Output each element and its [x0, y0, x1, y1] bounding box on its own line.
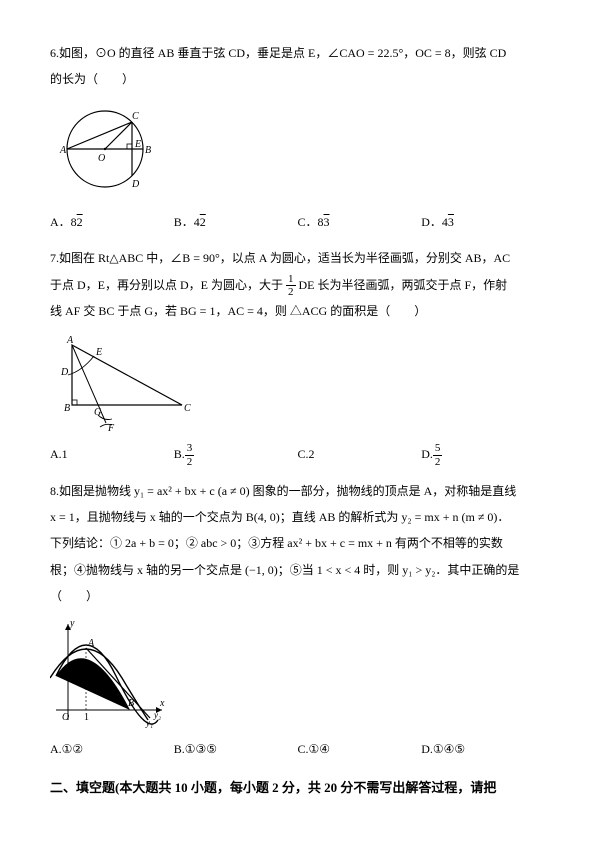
q8-line1: 8.如图是抛物线 y₁ = ax² + bx + c (a ≠ 0) 图象的一部…	[50, 478, 545, 504]
label-y2: y₂	[153, 710, 161, 720]
q8-svg: O y x 1 A B y₁ y₂	[50, 618, 170, 728]
q7-optC: C.2	[298, 441, 422, 468]
label-O: O	[62, 712, 69, 723]
label-A: A	[59, 145, 67, 156]
q7-options: A.1 B.32 C.2 D.52	[50, 441, 545, 468]
q6-svg: A B C D E O	[50, 101, 170, 201]
q7-svg: A B C D E G F	[50, 333, 200, 433]
q8-line2: x = 1，且抛物线与 x 轴的一个交点为 B(4, 0)；直线 AB 的解析式…	[50, 504, 545, 530]
q7-optD: D.52	[421, 441, 545, 468]
label-D: D	[131, 179, 140, 190]
q6-optC: C．83	[298, 209, 422, 235]
label-B: B	[145, 145, 151, 156]
label-B: B	[64, 403, 70, 414]
label-x: x	[159, 698, 165, 709]
q6-options: A．82 B．42 C．83 D．43	[50, 209, 545, 235]
label-F: F	[107, 423, 115, 433]
q7-optA: A.1	[50, 441, 174, 468]
label-B: B	[128, 698, 134, 709]
q6-optA: A．82	[50, 209, 174, 235]
q8-line5: （ ）	[50, 583, 545, 609]
label-G: G	[94, 407, 101, 418]
label-C: C	[184, 403, 191, 414]
section-2-title: 二、填空题(本大题共 10 小题，每小题 2 分，共 20 分不需写出解答过程，…	[50, 774, 545, 803]
q7-line2: 于点 D，E，再分别以点 D，E 为圆心，大于 12 DE 长为半径画弧，两弧交…	[50, 272, 545, 299]
q6-stem-line1: 6.如图，⊙O 的直径 AB 垂直于弦 CD，垂足是点 E，∠CAO = 22.…	[50, 40, 545, 66]
q8-optA: A.①②	[50, 736, 174, 762]
q6-optD: D．43	[421, 209, 545, 235]
question-8: 8.如图是抛物线 y₁ = ax² + bx + c (a ≠ 0) 图象的一部…	[50, 478, 545, 762]
q8-optD: D.①④⑤	[421, 736, 545, 762]
q7-figure: A B C D E G F	[50, 333, 545, 433]
q7-line3: 线 AF 交 BC 于点 G，若 BG = 1，AC = 4，则 △ACG 的面…	[50, 298, 545, 324]
label-E: E	[95, 347, 102, 358]
label-A: A	[87, 638, 95, 649]
label-E: E	[134, 139, 141, 150]
q8-figure: O y x 1 A B y₁ y₂	[50, 618, 545, 728]
label-1: 1	[84, 712, 89, 723]
label-y: y	[69, 618, 75, 629]
q6-optB: B．42	[174, 209, 298, 235]
label-C: C	[132, 111, 139, 122]
q6-figure: A B C D E O	[50, 101, 545, 201]
label-O: O	[98, 153, 105, 164]
q8-line4: 根；④抛物线与 x 轴的另一个交点是 (−1, 0)；⑤当 1 < x < 4 …	[50, 557, 545, 583]
question-7: 7.如图在 Rt△ABC 中，∠B = 90°，以点 A 为圆心，适当长为半径画…	[50, 245, 545, 467]
label-D: D	[60, 367, 69, 378]
q8-optB: B.①③⑤	[174, 736, 298, 762]
label-y1: y₁	[145, 718, 153, 728]
q8-line3: 下列结论：① 2a + b = 0；② abc > 0；③方程 ax² + bx…	[50, 530, 545, 556]
q6-stem-line2: 的长为（ ）	[50, 66, 545, 92]
q7-optB: B.32	[174, 441, 298, 468]
question-6: 6.如图，⊙O 的直径 AB 垂直于弦 CD，垂足是点 E，∠CAO = 22.…	[50, 40, 545, 235]
q8-optC: C.①④	[298, 736, 422, 762]
q7-line1: 7.如图在 Rt△ABC 中，∠B = 90°，以点 A 为圆心，适当长为半径画…	[50, 245, 545, 271]
q8-options: A.①② B.①③⑤ C.①④ D.①④⑤	[50, 736, 545, 762]
label-A: A	[66, 335, 74, 346]
